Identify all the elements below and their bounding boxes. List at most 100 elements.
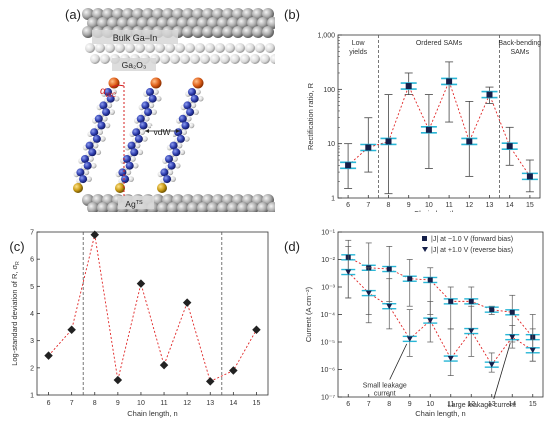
metal-atom [192, 26, 204, 38]
metal-atom [182, 26, 194, 38]
metal-atom [92, 8, 104, 20]
x-tick-label: 9 [116, 400, 120, 407]
carbon-atom [121, 175, 130, 184]
metal-atom [107, 17, 119, 29]
annotation-arrow [493, 343, 511, 400]
metal-atom [82, 8, 94, 20]
carbon-atom [176, 134, 185, 143]
oxide-atom [235, 43, 245, 53]
x-tick-label: 7 [70, 400, 74, 407]
silver-atom [237, 202, 249, 212]
carbon-atom [169, 141, 178, 150]
hydrogen-atom [104, 122, 111, 129]
carbon-atom [165, 155, 173, 163]
bulk-label: Bulk Ga–In [113, 33, 158, 43]
ferrocene-atom [108, 77, 120, 89]
oxide-atom [220, 54, 230, 64]
carbon-atom [76, 168, 85, 177]
silver-atom [267, 202, 275, 212]
metal-atom [267, 17, 275, 29]
hydrogen-atom [181, 129, 187, 135]
hydrogen-atom [197, 95, 204, 102]
oxide-atom [270, 54, 275, 64]
carbon-atom [102, 108, 111, 117]
annotation-small-leakage: Small leakage [363, 383, 407, 390]
carbon-atom [134, 134, 143, 143]
x-tick-label: 14 [229, 400, 237, 407]
x-tick-label: 14 [506, 202, 514, 209]
tilt-angle-arc [111, 84, 125, 88]
hydrogen-atom [188, 122, 195, 129]
metal-atom [212, 26, 224, 38]
hydrogen-atom [176, 142, 183, 149]
hydrogen-atom [100, 136, 106, 142]
data-point-reverse [406, 336, 413, 342]
data-point-forward [448, 298, 454, 304]
metal-atom [162, 8, 174, 20]
region-label: Low [352, 40, 366, 47]
carbon-atom [125, 161, 134, 170]
oxide-atom [195, 43, 205, 53]
oxide-label: Ga₂O₃ [122, 60, 147, 70]
carbon-atom [139, 121, 148, 130]
panel-c-label: (c) [9, 239, 25, 254]
data-point [159, 360, 169, 370]
molecule-chains [73, 77, 204, 193]
hydrogen-atom [167, 169, 174, 176]
metal-atom [262, 8, 274, 20]
hydrogen-atom [92, 142, 99, 149]
data-point [486, 91, 493, 98]
data-point [252, 325, 261, 335]
oxide-atom [90, 54, 100, 64]
tilt-alpha-label: αtiltC [100, 86, 117, 99]
carbon-atom [92, 134, 101, 143]
y-tick-label: 1 [331, 196, 335, 203]
hydrogen-atom [95, 149, 102, 156]
data-point-reverse [365, 290, 372, 297]
carbon-atom [148, 94, 157, 103]
silver-atom [167, 202, 179, 212]
metal-atom [122, 8, 134, 20]
region-label: yields [349, 49, 367, 56]
hydrogen-atom [139, 129, 145, 135]
data-point-forward [468, 298, 474, 304]
oxide-atom [265, 43, 275, 53]
data-point-reverse [529, 347, 536, 354]
y-axis-label: Current (A cm⁻²) [304, 286, 313, 342]
hydrogen-atom [106, 102, 113, 109]
data-point-forward [427, 277, 433, 283]
hydrogen-atom [153, 89, 159, 95]
x-tick-label: 6 [47, 400, 51, 407]
silver-atom [207, 202, 219, 212]
hydrogen-atom [193, 109, 199, 115]
carbon-atom [85, 141, 94, 150]
hydrogen-atom [174, 162, 181, 169]
vdw-label-box [151, 126, 173, 138]
data-point-forward [489, 307, 495, 313]
trend-line [348, 256, 534, 338]
data-point [526, 173, 533, 180]
metal-atom [97, 17, 109, 29]
carbon-atom [106, 94, 115, 103]
x-tick-label: 13 [486, 202, 494, 209]
silver-atom [87, 202, 99, 212]
hydrogen-atom [86, 176, 92, 182]
metal-atom [87, 17, 99, 29]
metal-atom [82, 26, 94, 38]
hydrogen-atom [111, 89, 117, 95]
sulfur-atom [73, 183, 83, 193]
data-point-reverse [386, 303, 393, 310]
legend-marker-forward [422, 236, 427, 241]
carbon-atom [94, 114, 103, 123]
oxide-atom [185, 43, 195, 53]
metal-atom [252, 8, 264, 20]
rectification-chart: Low yields Ordered SAMs Back-bending SAMs 1 10… [306, 33, 541, 213]
carbon-atom [132, 128, 141, 137]
carbon-atom [188, 88, 196, 96]
oxide-atom [255, 43, 265, 53]
oxide-atom [240, 54, 250, 64]
oxide-atom [200, 54, 210, 64]
hydrogen-atom [142, 136, 148, 142]
x-tick-label: 8 [93, 400, 97, 407]
hydrogen-atom [186, 116, 192, 122]
